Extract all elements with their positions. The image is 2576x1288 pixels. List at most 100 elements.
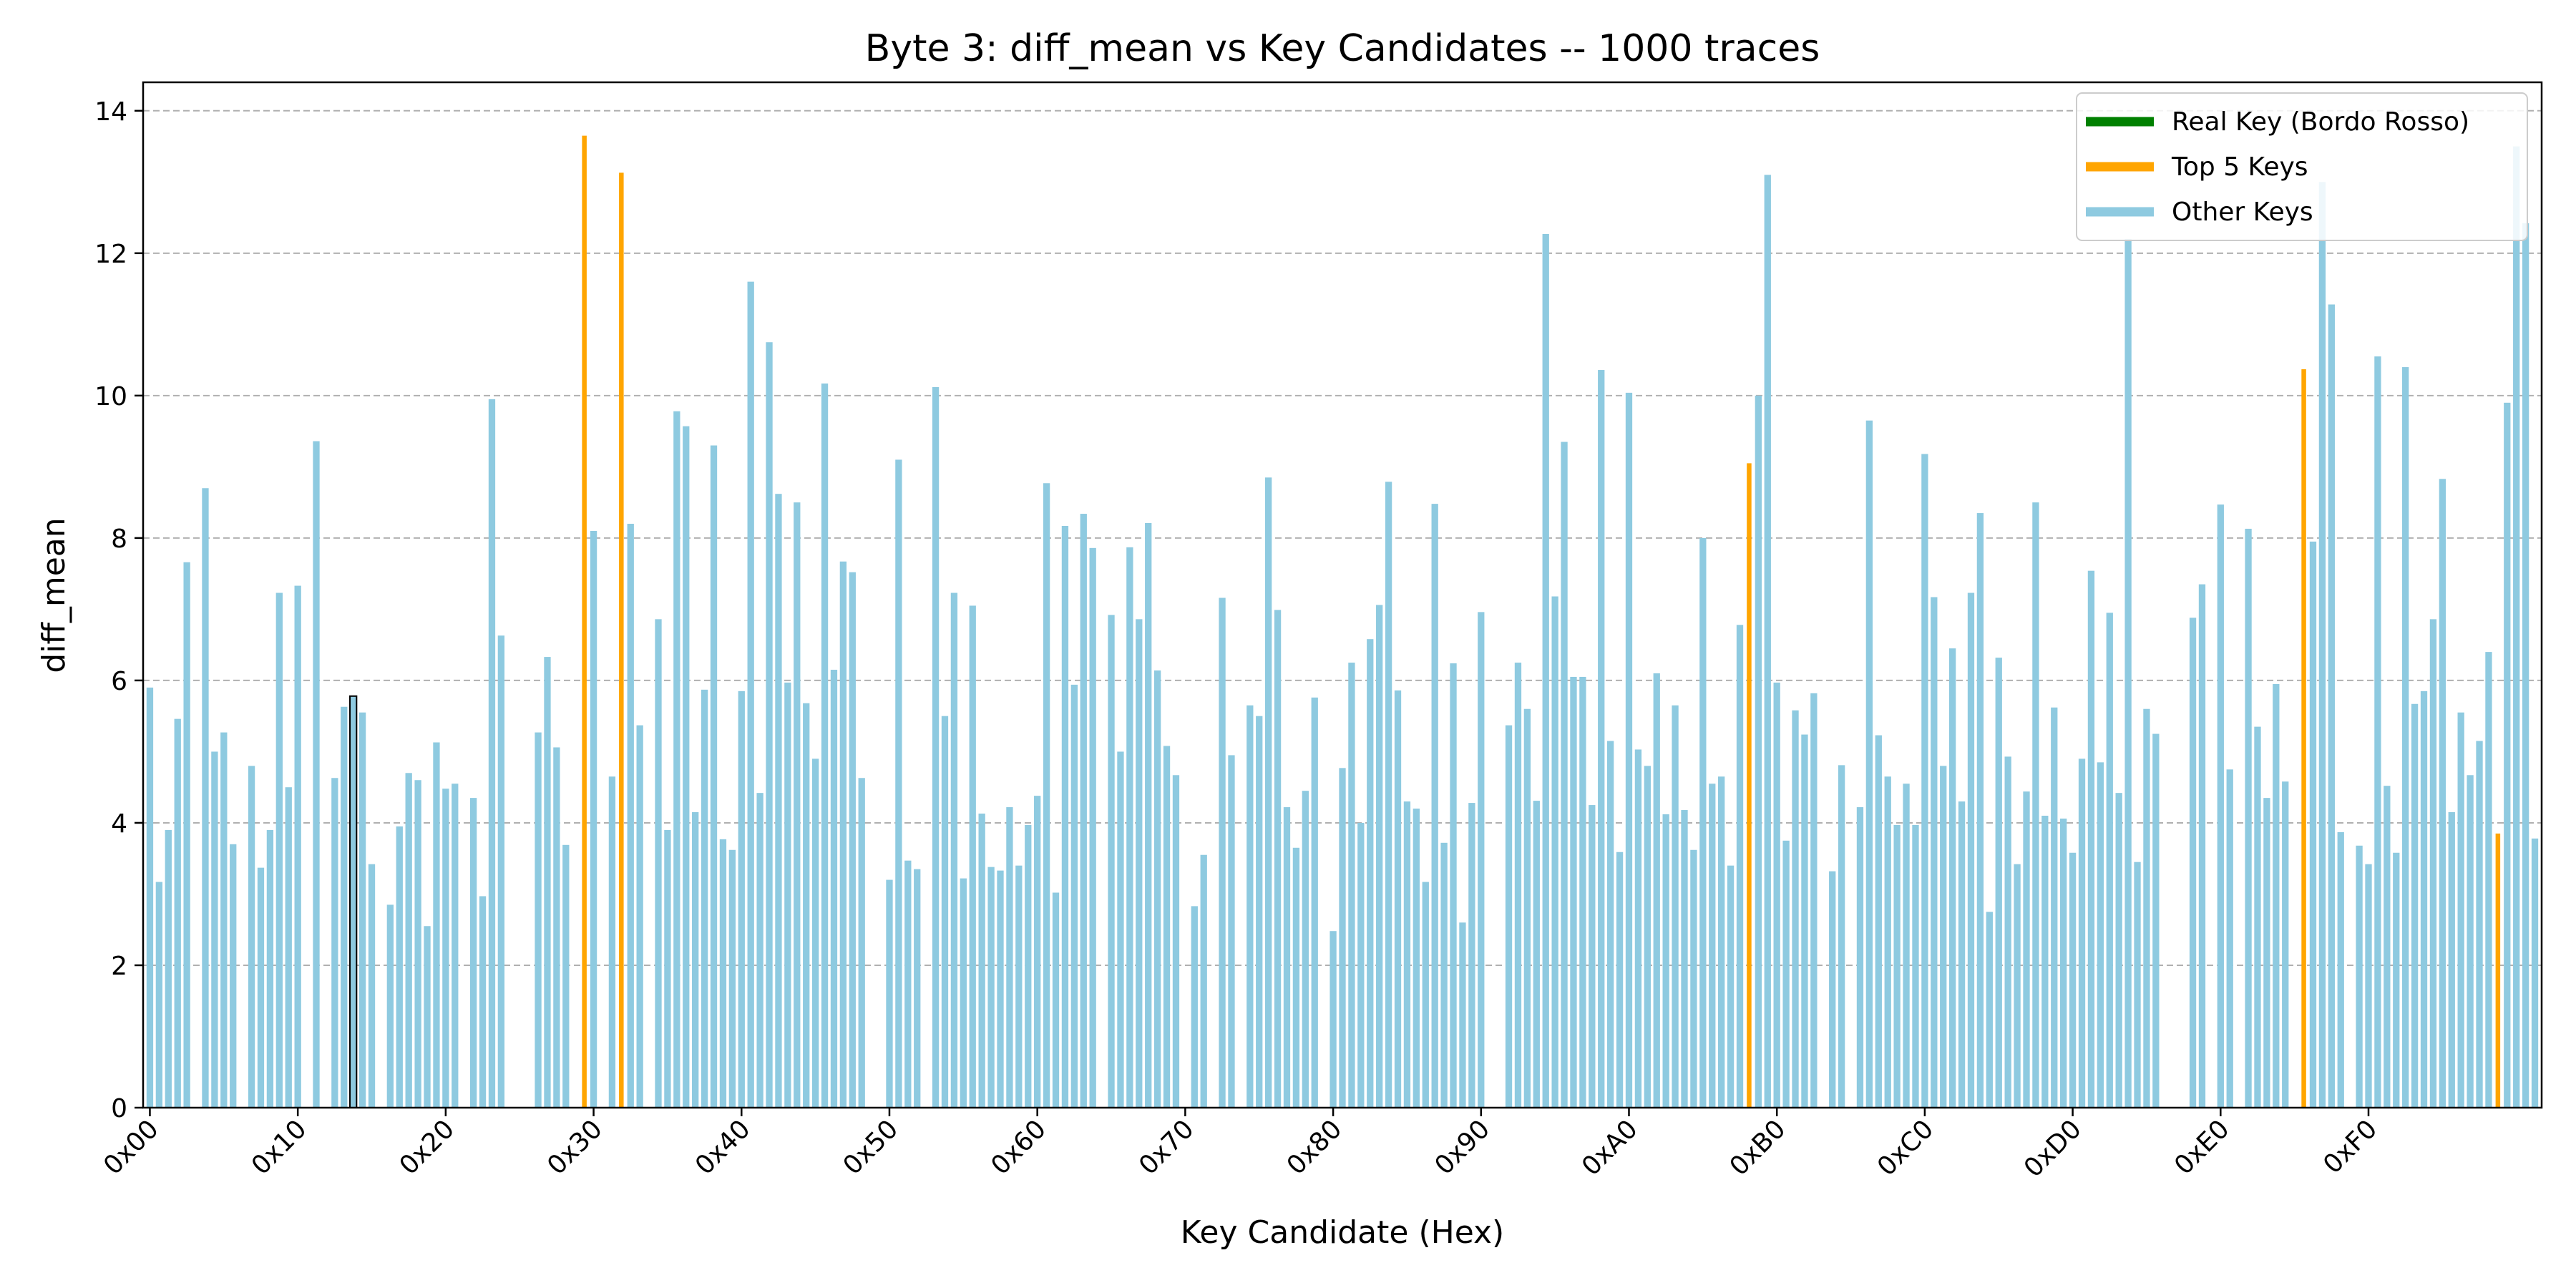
bar xyxy=(2032,502,2039,1108)
bar xyxy=(1172,775,1180,1108)
bar-top-key xyxy=(2301,369,2306,1108)
bar xyxy=(1976,513,1984,1108)
bar xyxy=(2051,707,2058,1108)
bar xyxy=(2522,223,2529,1108)
bar xyxy=(1385,482,1392,1108)
bar xyxy=(535,732,542,1108)
bar xyxy=(1145,522,1152,1108)
bar xyxy=(155,882,163,1108)
bar xyxy=(2485,652,2492,1108)
bar xyxy=(1015,865,1023,1108)
bar xyxy=(211,751,218,1108)
bar xyxy=(895,459,902,1108)
bar xyxy=(794,502,801,1108)
bar xyxy=(1514,663,1522,1108)
bar xyxy=(608,776,616,1108)
bar xyxy=(2245,528,2252,1108)
bar xyxy=(2152,733,2160,1108)
bar xyxy=(738,691,745,1108)
bar xyxy=(1542,233,1549,1108)
bar xyxy=(294,585,301,1108)
bar xyxy=(2513,146,2520,1108)
bar xyxy=(2402,367,2409,1108)
y-tick-label: 8 xyxy=(111,525,127,554)
bar xyxy=(997,870,1004,1108)
y-tick-label: 0 xyxy=(111,1094,127,1123)
bar xyxy=(710,445,718,1108)
bar xyxy=(960,878,967,1108)
bar xyxy=(1598,370,1605,1108)
bar xyxy=(1921,454,1928,1108)
bar xyxy=(220,732,228,1108)
bar xyxy=(1108,615,1115,1108)
bar xyxy=(2448,812,2455,1108)
y-tick-label: 6 xyxy=(111,667,127,696)
bar xyxy=(368,864,376,1108)
bar xyxy=(174,718,181,1108)
bar xyxy=(830,669,838,1108)
bar xyxy=(941,716,949,1108)
y-axis-label: diff_mean xyxy=(36,517,72,673)
bar xyxy=(1357,822,1365,1108)
bar xyxy=(285,787,292,1108)
legend-label-real-key: Real Key (Bordo Rosso) xyxy=(2172,107,2469,137)
bar xyxy=(673,411,680,1108)
bar xyxy=(2023,791,2030,1108)
y-tick-label: 12 xyxy=(94,240,127,269)
bar xyxy=(1292,847,1300,1108)
bar xyxy=(2263,798,2270,1108)
legend-label-other: Other Keys xyxy=(2172,197,2313,227)
bar xyxy=(1533,801,1540,1108)
bar xyxy=(701,689,708,1108)
bar xyxy=(1865,420,1873,1108)
legend-label-top-5: Top 5 Keys xyxy=(2171,152,2308,182)
bar xyxy=(1246,705,1254,1108)
bar xyxy=(2439,479,2446,1108)
bar xyxy=(2014,864,2021,1108)
bar xyxy=(849,572,856,1108)
bar xyxy=(1256,716,1263,1108)
bar xyxy=(839,561,847,1108)
bar xyxy=(858,778,865,1108)
bar xyxy=(2504,402,2511,1108)
bar-top-key xyxy=(2495,833,2501,1108)
bar xyxy=(1089,547,1096,1108)
bar xyxy=(1339,768,1346,1108)
bar xyxy=(1080,514,1087,1108)
bar xyxy=(479,896,487,1108)
bar xyxy=(1459,922,1466,1108)
bar xyxy=(2069,852,2077,1108)
bar xyxy=(664,829,671,1108)
bar xyxy=(1644,766,1651,1108)
bar xyxy=(1755,395,1762,1108)
bar xyxy=(627,523,634,1108)
bar xyxy=(1606,741,1614,1108)
bar xyxy=(1681,810,1688,1108)
bar xyxy=(775,494,782,1108)
bar xyxy=(2384,786,2391,1108)
bar xyxy=(1903,784,1910,1108)
bar xyxy=(950,592,958,1108)
bar xyxy=(2217,504,2224,1108)
bar xyxy=(1200,854,1207,1108)
bar xyxy=(2365,864,2372,1108)
bar xyxy=(1634,749,1642,1108)
bar xyxy=(1367,639,1374,1108)
bar xyxy=(1394,690,1402,1108)
bar xyxy=(553,747,560,1108)
bar xyxy=(636,725,643,1108)
bar xyxy=(2041,815,2049,1108)
bar xyxy=(433,742,440,1108)
bar xyxy=(2411,703,2419,1108)
bar xyxy=(2106,613,2113,1108)
bar xyxy=(442,789,449,1108)
bar xyxy=(1782,840,1790,1108)
bar xyxy=(1810,693,1818,1108)
bar xyxy=(331,778,338,1108)
bar xyxy=(2097,762,2104,1108)
bar xyxy=(1718,776,1725,1108)
bar xyxy=(1699,537,1707,1108)
bar xyxy=(1948,648,1956,1108)
bar xyxy=(1191,906,1198,1108)
bar xyxy=(719,839,727,1108)
